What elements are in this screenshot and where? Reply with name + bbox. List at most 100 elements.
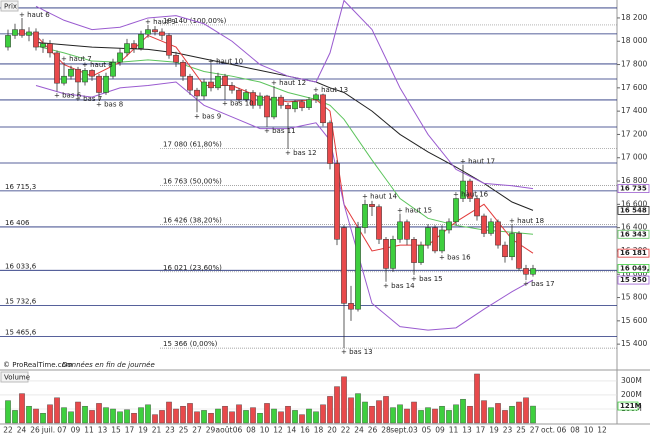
x-tick-label: août (216, 426, 233, 435)
volume-bar (229, 411, 235, 424)
volume-tag (617, 401, 639, 411)
y-tick-label: 300M (621, 376, 642, 385)
volume-bar (40, 412, 46, 424)
candle-body (369, 204, 375, 207)
x-tick-label: 22 (3, 426, 13, 435)
x-tick-label: 26 (368, 426, 378, 435)
candle-body (5, 35, 11, 48)
volume-bar (460, 398, 466, 424)
candle-body (152, 29, 158, 33)
y-tick-label: 200M (621, 390, 642, 399)
volume-bar (376, 400, 382, 424)
x-tick-label: 27 (530, 426, 540, 435)
x-tick-label: 19 (489, 426, 499, 435)
candle-body (264, 95, 270, 118)
x-tick-label: 20 (327, 426, 337, 435)
level-label: 15 732,6 (5, 297, 37, 305)
y-tick-label: 15 400 (621, 339, 647, 348)
volume-bar (173, 408, 179, 424)
axes: 18 200 18 000 17 800 17 600 17 400 17 200 17 0… (3, 13, 650, 435)
pivot-label: + bas 11 (264, 127, 296, 135)
volume-bar (117, 411, 123, 424)
candle-body (348, 303, 354, 310)
note: Données en fin de journée (62, 361, 155, 369)
candle-body (138, 34, 144, 49)
x-tick-label: 06 (233, 426, 243, 435)
candle-body (502, 244, 508, 258)
volume-bar (348, 397, 354, 424)
pivot-label: + haut 15 (397, 207, 432, 215)
pivot-label: + haut 12 (271, 79, 306, 87)
volume-bar (166, 401, 172, 424)
volume-bar (397, 404, 403, 424)
volume-bar (159, 410, 165, 424)
x-tick-label: 24 (354, 426, 364, 435)
panel-title: Prix (4, 3, 17, 11)
price-tag (617, 275, 650, 285)
candle-body (131, 43, 137, 49)
candle-body (54, 52, 60, 84)
volume-bar (68, 411, 74, 424)
x-tick-label: 13 (462, 426, 472, 435)
pivot-label: + haut 8 (82, 61, 113, 69)
y-tick-label: 18 000 (621, 36, 647, 45)
candle-body (481, 215, 487, 234)
level-label: 16 033,6 (5, 262, 37, 270)
pivot-label: + bas 14 (383, 282, 415, 290)
x-tick-label: 29 (206, 426, 216, 435)
volume-bar (236, 404, 242, 424)
x-tick-label: 17 (125, 426, 135, 435)
indicator-line (35, 0, 534, 190)
x-tick-label: 23 (165, 426, 175, 435)
volume-bar (334, 386, 340, 424)
candle-body (243, 92, 249, 100)
x-tick-label: juil. (41, 426, 55, 435)
volume-bar (215, 408, 221, 424)
price-tag (617, 205, 650, 215)
x-tick-label: 07 (57, 426, 67, 435)
candle-body (530, 268, 536, 275)
x-tick-label: sept. (390, 426, 409, 435)
volume-bar (124, 409, 130, 424)
x-tick-label: 05 (422, 426, 432, 435)
y-tick-label: 16 400 (621, 223, 647, 232)
candle-body (82, 70, 88, 83)
x-tick-label: 26 (30, 426, 40, 435)
panel-header[interactable] (0, 0, 19, 12)
y-tick-label: 17 000 (621, 153, 647, 162)
volume-bar (222, 405, 228, 424)
source: © ProRealTime.com (3, 361, 73, 369)
volume-bar (362, 401, 368, 424)
candle-body (215, 75, 221, 89)
candle-body (96, 75, 102, 93)
candle-body (208, 81, 214, 89)
volume-tag-label: 121M (620, 402, 642, 410)
volume-bar (26, 405, 32, 424)
x-tick-label: 11 (84, 426, 94, 435)
x-tick-label: 10 (584, 426, 594, 435)
volume-bar (96, 403, 102, 424)
candle-body (187, 75, 193, 91)
candle-body (236, 89, 242, 100)
x-tick-label: 16 (300, 426, 310, 435)
candle-body (33, 31, 39, 48)
volume-bar (488, 407, 494, 424)
volume-bar (264, 403, 270, 424)
pivot-label: + haut 18 (509, 217, 544, 225)
volume-bar (187, 403, 193, 424)
candle-body (292, 101, 298, 110)
volume-bar (54, 397, 60, 424)
x-tick-label: 27 (192, 426, 202, 435)
volume-bar (320, 404, 326, 424)
candle-body (145, 29, 151, 35)
candle-body (26, 31, 32, 36)
candle-body (306, 99, 312, 108)
candle-body (523, 268, 529, 275)
volume-bar (502, 410, 508, 424)
x-tick-label: oct. (541, 426, 555, 435)
y-tick-label: 15 600 (621, 316, 647, 325)
x-tick-label: 21 (152, 426, 162, 435)
panel-header[interactable] (0, 371, 29, 383)
candle-body (250, 92, 256, 106)
volume-bar (75, 401, 81, 424)
